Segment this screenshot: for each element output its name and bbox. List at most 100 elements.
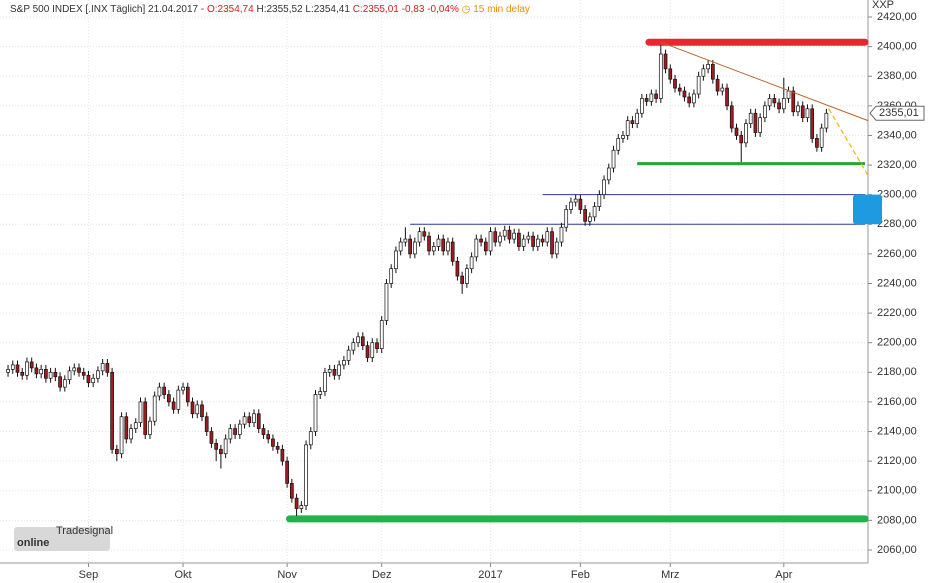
candle-body	[152, 395, 157, 422]
candle-body	[242, 416, 247, 425]
candle-body	[753, 112, 758, 133]
candle-body	[171, 401, 176, 410]
change: -0,83	[401, 4, 425, 15]
candle-body	[450, 241, 455, 262]
high: H:2355,52	[256, 4, 303, 15]
candle-body	[223, 438, 228, 455]
candle-body	[360, 336, 365, 347]
candle-body	[280, 448, 285, 462]
candle-body	[640, 98, 644, 114]
watermark-box	[14, 527, 110, 551]
candle-body	[247, 416, 252, 424]
y-tick-label: 2200,00	[877, 337, 917, 349]
candle-body	[129, 428, 133, 440]
candle-body	[597, 194, 602, 207]
candle-body	[214, 443, 219, 450]
candle-body	[616, 138, 621, 151]
low: L:2354,41	[305, 4, 350, 15]
x-tick-label: Sep	[79, 569, 99, 581]
candle-body	[715, 78, 720, 92]
candle-body	[96, 370, 100, 379]
candle-body	[233, 428, 237, 435]
y-tick-label: 2380,00	[877, 70, 917, 82]
candle-body	[394, 250, 398, 270]
candle-body	[559, 226, 564, 243]
candle-body	[431, 246, 436, 252]
delay-text: 15 min delay	[473, 4, 530, 15]
candle-body	[739, 135, 744, 144]
candle-body	[815, 138, 819, 148]
candle-body	[190, 401, 195, 415]
x-tick-label: Feb	[571, 569, 590, 581]
candle-body	[483, 241, 488, 252]
candle-body	[621, 135, 625, 139]
candle-body	[592, 206, 597, 218]
candle-body	[351, 342, 356, 351]
y-tick-label: 2080,00	[877, 514, 917, 526]
candle-body	[687, 96, 692, 104]
candle-body	[39, 369, 44, 375]
candle-body	[25, 361, 29, 376]
x-tick-label: Nov	[277, 569, 297, 581]
candle-body	[663, 53, 668, 70]
candle-body	[668, 68, 673, 80]
x-tick-label: Mrz	[661, 569, 679, 581]
candle-body	[649, 93, 654, 102]
candle-body	[583, 209, 587, 222]
axis-name: XXP	[872, 0, 894, 11]
candle-body	[446, 241, 450, 252]
candle-body	[763, 105, 767, 119]
candle-body	[346, 349, 351, 361]
candle-body	[327, 369, 332, 373]
candle-body	[62, 379, 67, 388]
candle-body	[606, 167, 611, 181]
candle-body	[219, 448, 223, 455]
candle-body	[692, 93, 696, 104]
candle-body	[370, 342, 375, 358]
candle-body	[744, 123, 748, 144]
candle-body	[228, 428, 233, 440]
candle-body	[710, 64, 715, 80]
candle-body	[441, 238, 446, 252]
candle-body	[573, 198, 578, 203]
candle-body	[72, 367, 77, 372]
candle-body	[133, 422, 138, 429]
candle-body	[729, 105, 734, 129]
candle-body	[167, 394, 171, 403]
y-tick-label: 2120,00	[877, 455, 917, 467]
candle-body	[417, 231, 422, 243]
target-zone	[853, 194, 882, 225]
watermark-product: online	[17, 537, 49, 549]
candle-body	[777, 102, 781, 110]
candle-body	[521, 238, 526, 247]
candle-body	[493, 231, 498, 243]
candle-body	[185, 386, 190, 403]
candle-body	[791, 90, 796, 113]
candle-body	[810, 108, 815, 139]
candle-body	[786, 90, 791, 99]
candle-body	[460, 275, 464, 284]
candle-body	[658, 53, 663, 99]
candle-body	[48, 371, 53, 379]
candle-body	[588, 216, 592, 222]
close: C:2355,01	[352, 4, 399, 15]
y-tick-label: 2100,00	[877, 485, 917, 497]
open: O:2354,74	[206, 4, 254, 15]
candle-body	[176, 389, 181, 410]
candle-body	[58, 376, 62, 388]
candle-body	[29, 361, 34, 369]
candle-body	[535, 238, 540, 247]
candle-body	[256, 413, 261, 429]
candle-body	[77, 367, 81, 373]
candle-body	[195, 404, 200, 415]
candle-body	[540, 238, 545, 243]
candle-body	[204, 416, 209, 432]
candle-body	[81, 371, 86, 376]
price-tag-label: 2355,01	[879, 107, 919, 119]
candle-body	[748, 112, 753, 124]
candle-body	[479, 238, 483, 243]
candle-body	[252, 413, 256, 424]
plot-area	[0, 0, 868, 563]
candle-body	[602, 179, 606, 196]
candle-body	[677, 87, 682, 92]
